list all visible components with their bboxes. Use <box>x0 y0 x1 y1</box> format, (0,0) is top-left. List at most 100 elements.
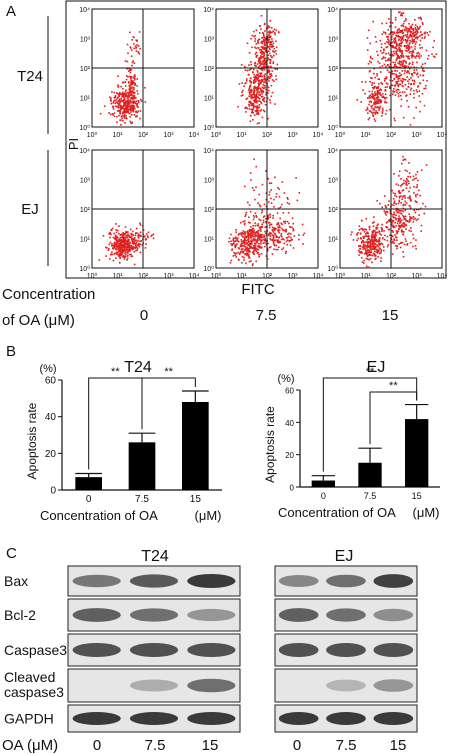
flow-dot <box>387 29 390 31</box>
flow-dot <box>388 33 391 36</box>
flow-dot <box>403 225 406 228</box>
flow-dot <box>124 255 127 257</box>
flow-dot <box>370 248 372 250</box>
flow-dot <box>255 47 257 50</box>
flow-dot <box>115 101 118 104</box>
flow-dot <box>276 212 279 214</box>
flow-dot <box>400 74 403 76</box>
flow-dot <box>259 56 262 59</box>
flow-dot <box>257 73 259 75</box>
flow-dot <box>393 78 396 81</box>
flow-dot <box>126 99 128 102</box>
flow-dot <box>258 234 261 237</box>
flow-dot <box>259 235 261 237</box>
flow-dot <box>393 173 395 175</box>
flow-dot <box>382 237 384 240</box>
flow-dot <box>128 82 130 84</box>
flow-dot <box>422 74 424 77</box>
flow-dot <box>272 30 274 33</box>
flow-dot <box>135 111 137 113</box>
flow-dot <box>296 199 299 202</box>
flow-dot <box>432 46 434 49</box>
flow-dot <box>292 247 295 249</box>
flow-dot <box>423 70 425 72</box>
y-tick-label: 10¹ <box>328 237 339 244</box>
flow-dot <box>117 96 119 99</box>
y-tick-label: 10³ <box>328 37 339 44</box>
flow-dot <box>375 110 377 112</box>
flow-dot <box>415 69 418 71</box>
flow-dot <box>247 233 249 235</box>
flow-dot <box>378 98 380 101</box>
flow-dot <box>374 243 377 245</box>
flow-dot <box>123 237 125 240</box>
flow-dot <box>399 246 402 249</box>
flow-dot <box>131 106 133 109</box>
flow-dot <box>368 245 370 248</box>
flow-dot <box>268 191 271 193</box>
flow-dot <box>130 87 133 90</box>
flow-dot <box>400 56 403 58</box>
flow-dot <box>396 231 399 233</box>
flow-dot <box>408 63 410 65</box>
flow-dot <box>365 241 367 243</box>
flow-dot <box>421 92 424 95</box>
flow-dot <box>244 222 246 225</box>
flow-dot <box>369 69 371 72</box>
flow-dot <box>402 196 404 198</box>
flow-dot <box>123 243 126 245</box>
flow-dot <box>249 86 251 88</box>
flow-dot <box>413 79 416 82</box>
flow-dot <box>249 242 251 245</box>
flow-dot <box>250 236 252 239</box>
flow-dot <box>235 252 238 255</box>
flow-dot <box>242 250 244 253</box>
flow-dot <box>377 54 379 56</box>
flow-dot <box>262 91 265 93</box>
flow-dot <box>418 95 420 97</box>
flow-dot <box>417 218 419 220</box>
flow-dot <box>139 240 141 243</box>
x-tick-label: 10⁴ <box>437 273 448 280</box>
flow-dot <box>236 243 238 245</box>
flow-dot <box>262 33 265 36</box>
flow-dot <box>371 107 373 109</box>
flow-dot <box>272 214 274 217</box>
flow-dot <box>277 226 279 229</box>
y-tick-label: 10¹ <box>80 96 91 103</box>
flow-dot <box>393 202 395 204</box>
flow-dot <box>152 233 155 236</box>
flow-dot <box>246 253 248 256</box>
flow-dot <box>394 16 397 19</box>
flow-dot <box>281 181 284 183</box>
y-tick-label: 60 <box>45 376 57 387</box>
flow-dot <box>265 88 267 91</box>
flow-dot <box>422 202 424 205</box>
flow-dot <box>410 50 413 53</box>
flow-dot <box>374 250 376 253</box>
flow-dot <box>269 20 272 22</box>
flow-dot <box>396 245 398 247</box>
flow-dot <box>263 35 265 37</box>
flow-dot <box>259 219 262 222</box>
flow-dot <box>253 99 256 102</box>
flow-dot <box>250 82 252 84</box>
flow-dot <box>365 250 367 253</box>
flow-dot <box>262 90 265 92</box>
flow-dot <box>255 76 258 78</box>
flow-dot <box>398 28 400 30</box>
flow-dot <box>239 245 242 248</box>
flow-dot <box>261 233 263 236</box>
flow-dot <box>138 101 140 104</box>
flow-dot <box>258 80 260 83</box>
flow-dot <box>406 33 409 36</box>
flow-dot <box>244 215 247 217</box>
flow-dot <box>131 240 134 242</box>
flow-dot <box>398 32 400 34</box>
flow-dot <box>255 56 258 58</box>
flow-dot <box>134 74 136 76</box>
y-tick-label: 10¹ <box>204 237 215 244</box>
flow-dot <box>273 243 275 245</box>
flow-dot <box>228 237 231 240</box>
flow-dot <box>245 239 247 242</box>
